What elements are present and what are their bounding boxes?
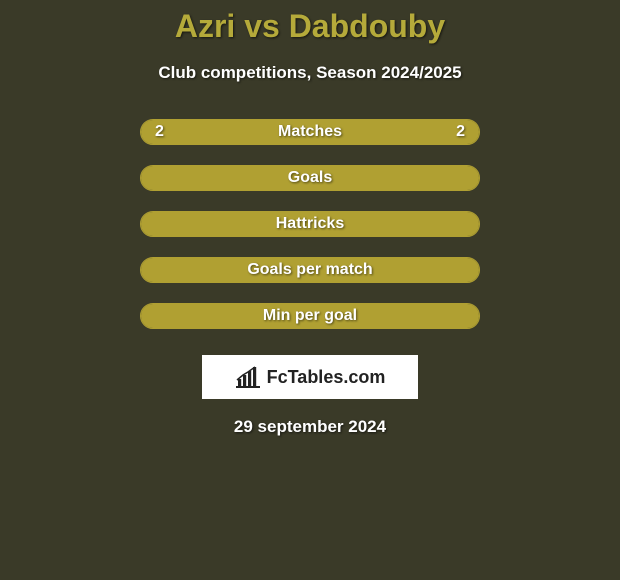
bar-value-right: 2 <box>456 123 465 141</box>
stat-row: Min per goal <box>140 303 480 329</box>
stat-bar: 2 2 Matches <box>140 119 480 145</box>
stat-bar: Goals <box>140 165 480 191</box>
stat-bar: Goals per match <box>140 257 480 283</box>
bar-fill-right <box>310 166 479 190</box>
bar-label: Goals per match <box>247 261 372 279</box>
bar-label: Min per goal <box>263 307 357 325</box>
stat-row: Goals <box>140 165 480 191</box>
date-label: 29 september 2024 <box>234 417 386 437</box>
bars-host: 2 2 Matches Goals Hattricks Goals per match Mi… <box>140 119 480 349</box>
bar-fill-left <box>141 166 310 190</box>
infographic-container: Azri vs Dabdouby Club competitions, Seas… <box>0 0 620 437</box>
stat-row: 2 2 Matches <box>140 119 480 145</box>
stat-row: Goals per match <box>140 257 480 283</box>
bar-label: Hattricks <box>276 215 344 233</box>
page-title: Azri vs Dabdouby <box>175 8 445 45</box>
stat-bar: Min per goal <box>140 303 480 329</box>
bar-label: Matches <box>278 123 342 141</box>
bar-value-left: 2 <box>155 123 164 141</box>
stat-bar: Hattricks <box>140 211 480 237</box>
bar-label: Goals <box>288 169 332 187</box>
logo-text: FcTables.com <box>267 367 386 388</box>
page-subtitle: Club competitions, Season 2024/2025 <box>158 63 461 83</box>
logo-badge: FcTables.com <box>202 355 418 399</box>
stat-row: Hattricks <box>140 211 480 237</box>
chart-icon <box>235 366 261 388</box>
